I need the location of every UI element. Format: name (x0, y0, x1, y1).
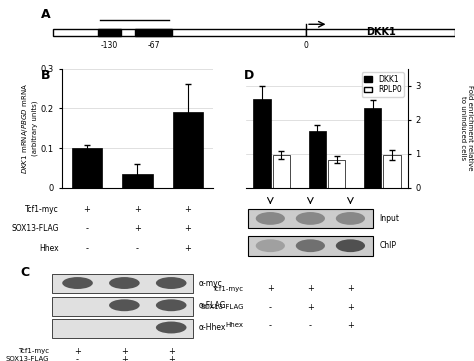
Text: α-Hhex: α-Hhex (198, 323, 226, 332)
Text: +: + (184, 205, 191, 214)
Legend: DKK1, RPLP0: DKK1, RPLP0 (362, 73, 404, 96)
Ellipse shape (336, 212, 365, 225)
Text: +: + (307, 303, 314, 312)
Ellipse shape (109, 299, 140, 311)
Bar (273, 155, 290, 188)
Bar (52, 319, 193, 338)
Text: DKK1: DKK1 (365, 27, 395, 38)
Text: SOX13-FLAG: SOX13-FLAG (200, 304, 244, 310)
Text: C: C (20, 266, 29, 279)
Bar (53, 29, 306, 36)
Bar (98, 29, 121, 36)
Text: Input: Input (379, 214, 399, 223)
Ellipse shape (256, 239, 285, 252)
Ellipse shape (296, 212, 325, 225)
Bar (248, 209, 373, 228)
Text: -: - (136, 244, 139, 253)
Text: +: + (83, 205, 91, 214)
Bar (309, 131, 326, 188)
Ellipse shape (62, 277, 93, 289)
Text: B: B (40, 69, 50, 82)
Y-axis label: $\it{DKK1}$ mRNA/$\it{PBGD}$ mRNA
(arbitrary units): $\it{DKK1}$ mRNA/$\it{PBGD}$ mRNA (arbit… (20, 83, 38, 174)
Text: -: - (76, 355, 79, 361)
Bar (328, 160, 346, 188)
Text: +: + (184, 244, 191, 253)
Ellipse shape (296, 239, 325, 252)
Ellipse shape (156, 322, 186, 334)
Bar (364, 108, 382, 188)
Ellipse shape (156, 277, 186, 289)
Bar (52, 296, 193, 316)
Bar (383, 155, 401, 188)
Text: +: + (134, 205, 141, 214)
Ellipse shape (156, 299, 186, 311)
Bar (52, 274, 193, 293)
Text: Tcf1-myc: Tcf1-myc (18, 348, 49, 355)
Text: A: A (41, 9, 51, 22)
Bar (173, 112, 203, 188)
Text: Hhex: Hhex (39, 244, 59, 253)
Text: -: - (269, 321, 272, 330)
Text: +: + (134, 224, 141, 233)
Text: -67: -67 (148, 41, 160, 50)
Text: Tcf1-myc: Tcf1-myc (25, 205, 59, 214)
Text: +: + (74, 347, 81, 356)
Bar (135, 29, 172, 36)
Text: -: - (269, 303, 272, 312)
Text: +: + (307, 284, 314, 293)
Bar (122, 174, 153, 188)
Ellipse shape (256, 212, 285, 225)
Bar (254, 99, 271, 188)
Text: 0: 0 (304, 41, 309, 50)
Text: ChIP: ChIP (379, 241, 396, 250)
Text: α-myc: α-myc (198, 279, 222, 287)
Text: SOX13-FLAG: SOX13-FLAG (11, 224, 59, 233)
Text: +: + (184, 224, 191, 233)
Ellipse shape (336, 239, 365, 252)
Text: -130: -130 (101, 41, 118, 50)
Text: α-FLAG: α-FLAG (198, 301, 226, 310)
Text: Hhex: Hhex (226, 322, 244, 329)
Text: -: - (85, 224, 88, 233)
Bar (306, 29, 455, 36)
Text: -: - (85, 244, 88, 253)
Text: +: + (121, 347, 128, 356)
Text: +: + (347, 303, 354, 312)
Text: +: + (168, 347, 174, 356)
Text: SOX13-FLAG: SOX13-FLAG (5, 356, 49, 361)
Text: +: + (121, 355, 128, 361)
Text: +: + (267, 284, 274, 293)
Text: +: + (168, 355, 174, 361)
Text: D: D (244, 69, 255, 82)
Y-axis label: Fold enrichment relative
to uninduced cells: Fold enrichment relative to uninduced ce… (459, 86, 473, 171)
Text: -: - (309, 321, 312, 330)
Text: Tcf1-myc: Tcf1-myc (212, 286, 244, 292)
Text: +: + (347, 321, 354, 330)
Bar (72, 148, 102, 188)
Bar (248, 236, 373, 256)
Ellipse shape (109, 277, 140, 289)
Text: +: + (347, 284, 354, 293)
